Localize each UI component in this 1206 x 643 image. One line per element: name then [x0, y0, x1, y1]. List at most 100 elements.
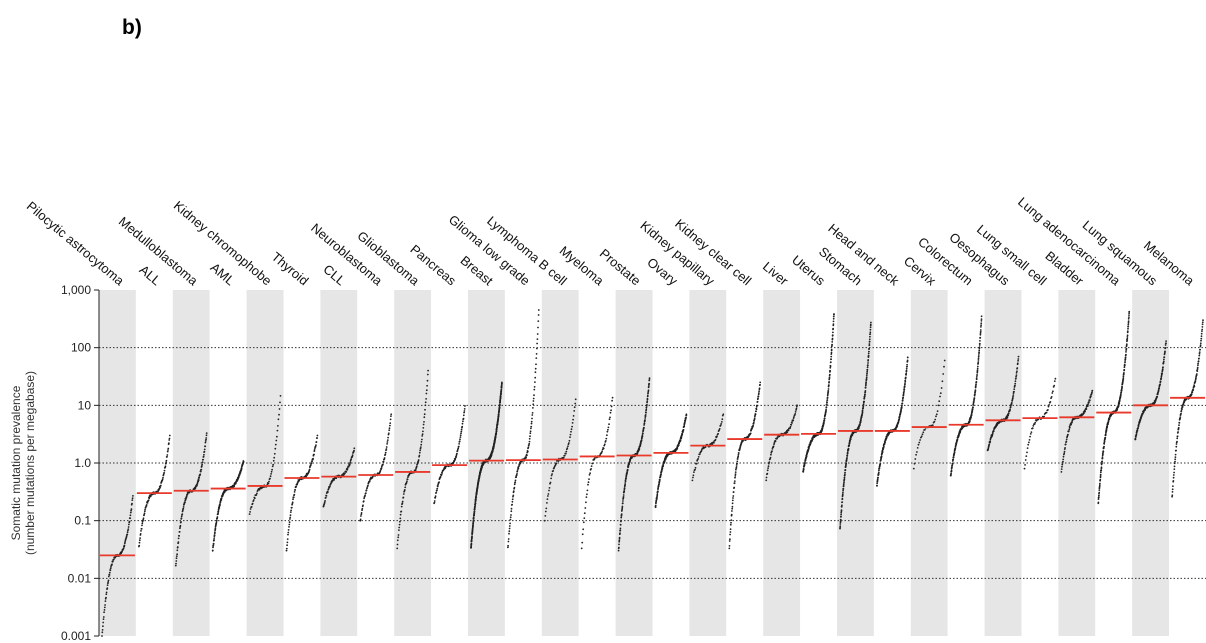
data-point — [498, 409, 501, 412]
data-point — [127, 523, 130, 526]
data-point — [1137, 423, 1140, 426]
data-point — [618, 543, 620, 546]
data-point — [591, 462, 594, 465]
data-point — [316, 437, 318, 439]
data-point — [841, 493, 844, 496]
data-point — [514, 481, 517, 484]
data-point — [293, 491, 296, 493]
data-point — [1180, 412, 1182, 415]
data-point — [1197, 362, 1199, 365]
data-point — [499, 397, 502, 400]
data-point — [1128, 310, 1131, 313]
data-point — [267, 482, 270, 485]
data-point — [417, 459, 420, 461]
data-point — [400, 505, 403, 508]
data-point — [770, 453, 772, 456]
data-point — [718, 428, 721, 430]
data-point — [832, 315, 835, 318]
data-point — [177, 537, 180, 540]
data-point — [1068, 430, 1070, 432]
data-point — [587, 481, 590, 484]
data-point — [639, 444, 642, 447]
data-point — [164, 462, 167, 465]
data-point — [728, 540, 731, 542]
data-point — [1061, 462, 1064, 464]
data-point — [644, 414, 647, 416]
data-point — [1198, 352, 1201, 355]
y-tick-label: 1,000 — [61, 283, 91, 297]
data-point — [127, 529, 129, 532]
data-point — [277, 418, 280, 421]
data-point — [531, 414, 534, 416]
data-point — [766, 472, 769, 475]
data-point — [405, 481, 408, 484]
data-point — [475, 496, 478, 498]
data-point — [1091, 391, 1093, 394]
data-point — [861, 411, 864, 414]
data-point — [737, 455, 740, 458]
data-point — [147, 499, 150, 502]
data-point — [971, 410, 974, 412]
data-point — [174, 564, 177, 567]
data-point — [474, 506, 476, 508]
data-point — [1009, 409, 1011, 412]
data-point — [905, 369, 908, 372]
data-point — [1124, 360, 1126, 362]
data-point — [126, 531, 129, 534]
data-point — [863, 400, 865, 403]
data-point — [868, 340, 871, 343]
data-point — [1016, 367, 1019, 369]
data-point — [1199, 342, 1202, 345]
data-point — [1128, 316, 1130, 318]
data-point — [350, 458, 353, 460]
data-point — [987, 447, 990, 450]
data-point — [457, 447, 460, 450]
data-point — [433, 501, 436, 504]
data-point — [648, 382, 650, 385]
category-label: CLL — [320, 261, 348, 288]
data-point — [901, 402, 904, 405]
data-point — [832, 327, 834, 330]
data-point — [458, 440, 461, 443]
data-point — [201, 461, 204, 464]
data-point — [943, 365, 945, 368]
data-point — [279, 395, 282, 397]
data-point — [865, 381, 867, 383]
data-point — [831, 337, 834, 340]
data-point — [624, 482, 627, 484]
data-point — [951, 462, 954, 465]
data-point — [1199, 348, 1201, 351]
data-point — [766, 469, 769, 472]
data-point — [212, 544, 215, 547]
data-point — [401, 500, 404, 503]
data-point — [1053, 384, 1056, 387]
data-point — [213, 539, 215, 542]
data-point — [178, 535, 181, 537]
data-point — [1084, 410, 1086, 413]
data-point — [349, 461, 352, 464]
data-point — [186, 493, 189, 495]
data-point — [1139, 419, 1142, 422]
data-point — [103, 606, 106, 609]
data-point — [882, 445, 885, 448]
data-point — [1171, 491, 1174, 493]
data-point — [165, 459, 168, 462]
data-point — [729, 538, 731, 541]
data-point — [530, 420, 533, 423]
data-point — [734, 476, 736, 479]
data-point — [544, 510, 547, 513]
data-point — [950, 472, 952, 475]
data-point — [182, 507, 185, 510]
data-point — [396, 539, 399, 542]
data-point — [1011, 397, 1014, 400]
data-point — [771, 448, 774, 450]
data-point — [868, 344, 871, 347]
data-point — [1156, 395, 1159, 398]
data-point — [585, 496, 588, 498]
data-point — [757, 397, 759, 399]
data-point — [756, 400, 759, 403]
data-point — [868, 338, 871, 341]
data-point — [977, 359, 980, 361]
data-point — [279, 401, 281, 404]
data-point — [771, 450, 773, 452]
